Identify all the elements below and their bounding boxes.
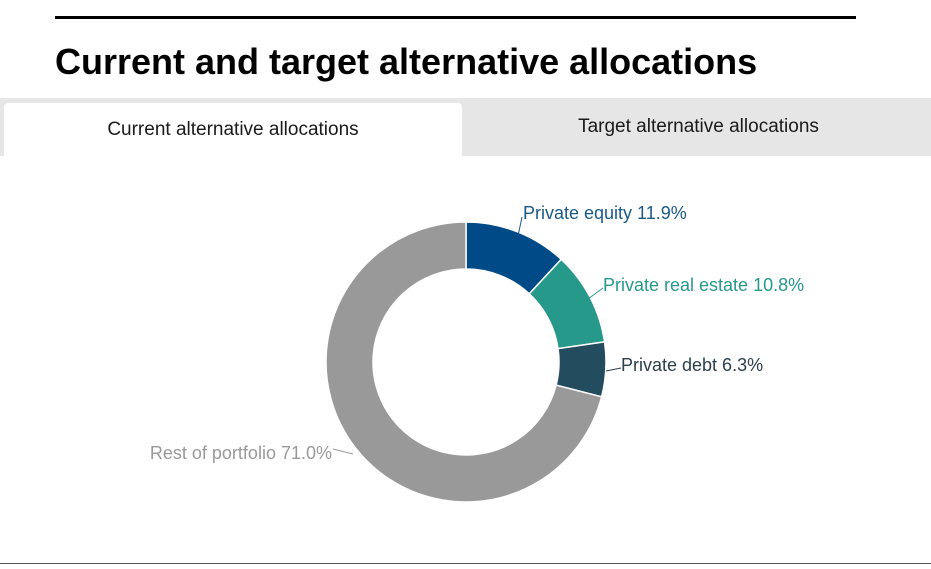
donut-chart-area: Private equity 11.9% Private real estate … (0, 156, 931, 564)
slice-label-rest-of-portfolio: Rest of portfolio 71.0% (150, 443, 332, 463)
leader-line-private-equity (517, 216, 523, 237)
tab-current-allocations[interactable]: Current alternative allocations (4, 103, 462, 156)
leader-line-private-real-estate (587, 287, 604, 300)
bottom-rule (0, 563, 931, 564)
label-leader-lines (332, 216, 622, 455)
leader-line-private-debt (605, 367, 622, 372)
tab-bar: Current alternative allocations Target a… (0, 98, 931, 156)
tab-target-allocations[interactable]: Target alternative allocations (578, 116, 819, 137)
top-rule (55, 16, 856, 19)
slice-label-private-real-estate: Private real estate 10.8% (603, 275, 804, 295)
donut-slice-rest-of-portfolio[interactable] (325, 221, 603, 503)
donut-slices (325, 221, 607, 503)
slice-label-private-debt: Private debt 6.3% (621, 355, 763, 375)
page-title: Current and target alternative allocatio… (55, 41, 758, 82)
slice-label-private-equity: Private equity 11.9% (523, 203, 687, 223)
leader-line-rest-of-portfolio (332, 448, 354, 455)
donut-chart: Private equity 11.9% Private real estate … (150, 203, 804, 503)
slice-labels: Private equity 11.9% Private real estate … (150, 203, 804, 463)
